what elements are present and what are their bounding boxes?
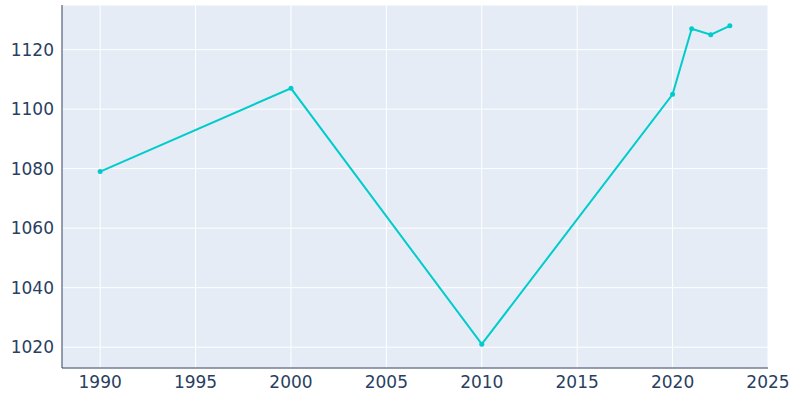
svg-text:2010: 2010 bbox=[460, 372, 503, 392]
svg-text:1020: 1020 bbox=[11, 337, 54, 357]
svg-text:2000: 2000 bbox=[269, 372, 312, 392]
svg-text:2020: 2020 bbox=[651, 372, 694, 392]
svg-text:1040: 1040 bbox=[11, 278, 54, 298]
svg-text:1995: 1995 bbox=[174, 372, 217, 392]
svg-text:1060: 1060 bbox=[11, 218, 54, 238]
svg-text:1080: 1080 bbox=[11, 159, 54, 179]
svg-text:1990: 1990 bbox=[79, 372, 122, 392]
svg-text:1120: 1120 bbox=[11, 40, 54, 60]
svg-text:2025: 2025 bbox=[746, 372, 789, 392]
svg-text:2015: 2015 bbox=[556, 372, 599, 392]
svg-text:1100: 1100 bbox=[11, 99, 54, 119]
svg-text:2005: 2005 bbox=[365, 372, 408, 392]
